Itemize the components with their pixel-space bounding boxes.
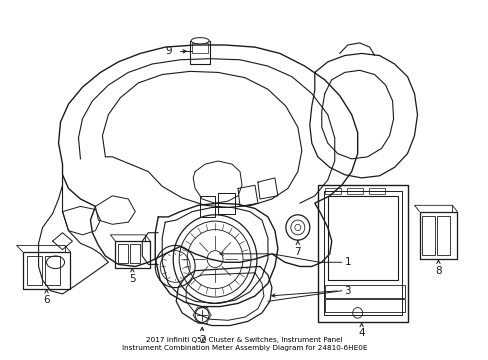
- Bar: [115, 241, 150, 267]
- Ellipse shape: [191, 37, 209, 44]
- Bar: [317, 185, 407, 323]
- Bar: [327, 196, 397, 280]
- Text: 2: 2: [199, 335, 205, 345]
- Bar: [130, 244, 140, 263]
- Bar: [368, 188, 384, 194]
- Text: 6: 6: [43, 295, 50, 305]
- Text: 5: 5: [129, 274, 135, 284]
- Bar: [346, 188, 362, 194]
- Text: 2017 Infiniti Q50 Cluster & Switches, Instrument Panel
Instrument Combination Me: 2017 Infiniti Q50 Cluster & Switches, In…: [122, 337, 366, 351]
- Text: 1: 1: [344, 257, 350, 267]
- Bar: [324, 299, 404, 312]
- Bar: [419, 212, 456, 259]
- Bar: [190, 41, 210, 64]
- Bar: [323, 190, 401, 315]
- Text: 4: 4: [358, 328, 364, 338]
- Text: 9: 9: [164, 46, 171, 56]
- Bar: [192, 43, 208, 53]
- Bar: [22, 252, 70, 289]
- Bar: [324, 188, 340, 194]
- Text: 7: 7: [294, 247, 301, 257]
- Bar: [422, 216, 435, 255]
- Text: 8: 8: [434, 266, 441, 276]
- Text: 3: 3: [344, 286, 350, 296]
- Bar: [324, 285, 404, 298]
- Bar: [118, 244, 128, 263]
- Bar: [437, 216, 449, 255]
- Bar: [26, 256, 41, 285]
- Bar: [44, 256, 60, 285]
